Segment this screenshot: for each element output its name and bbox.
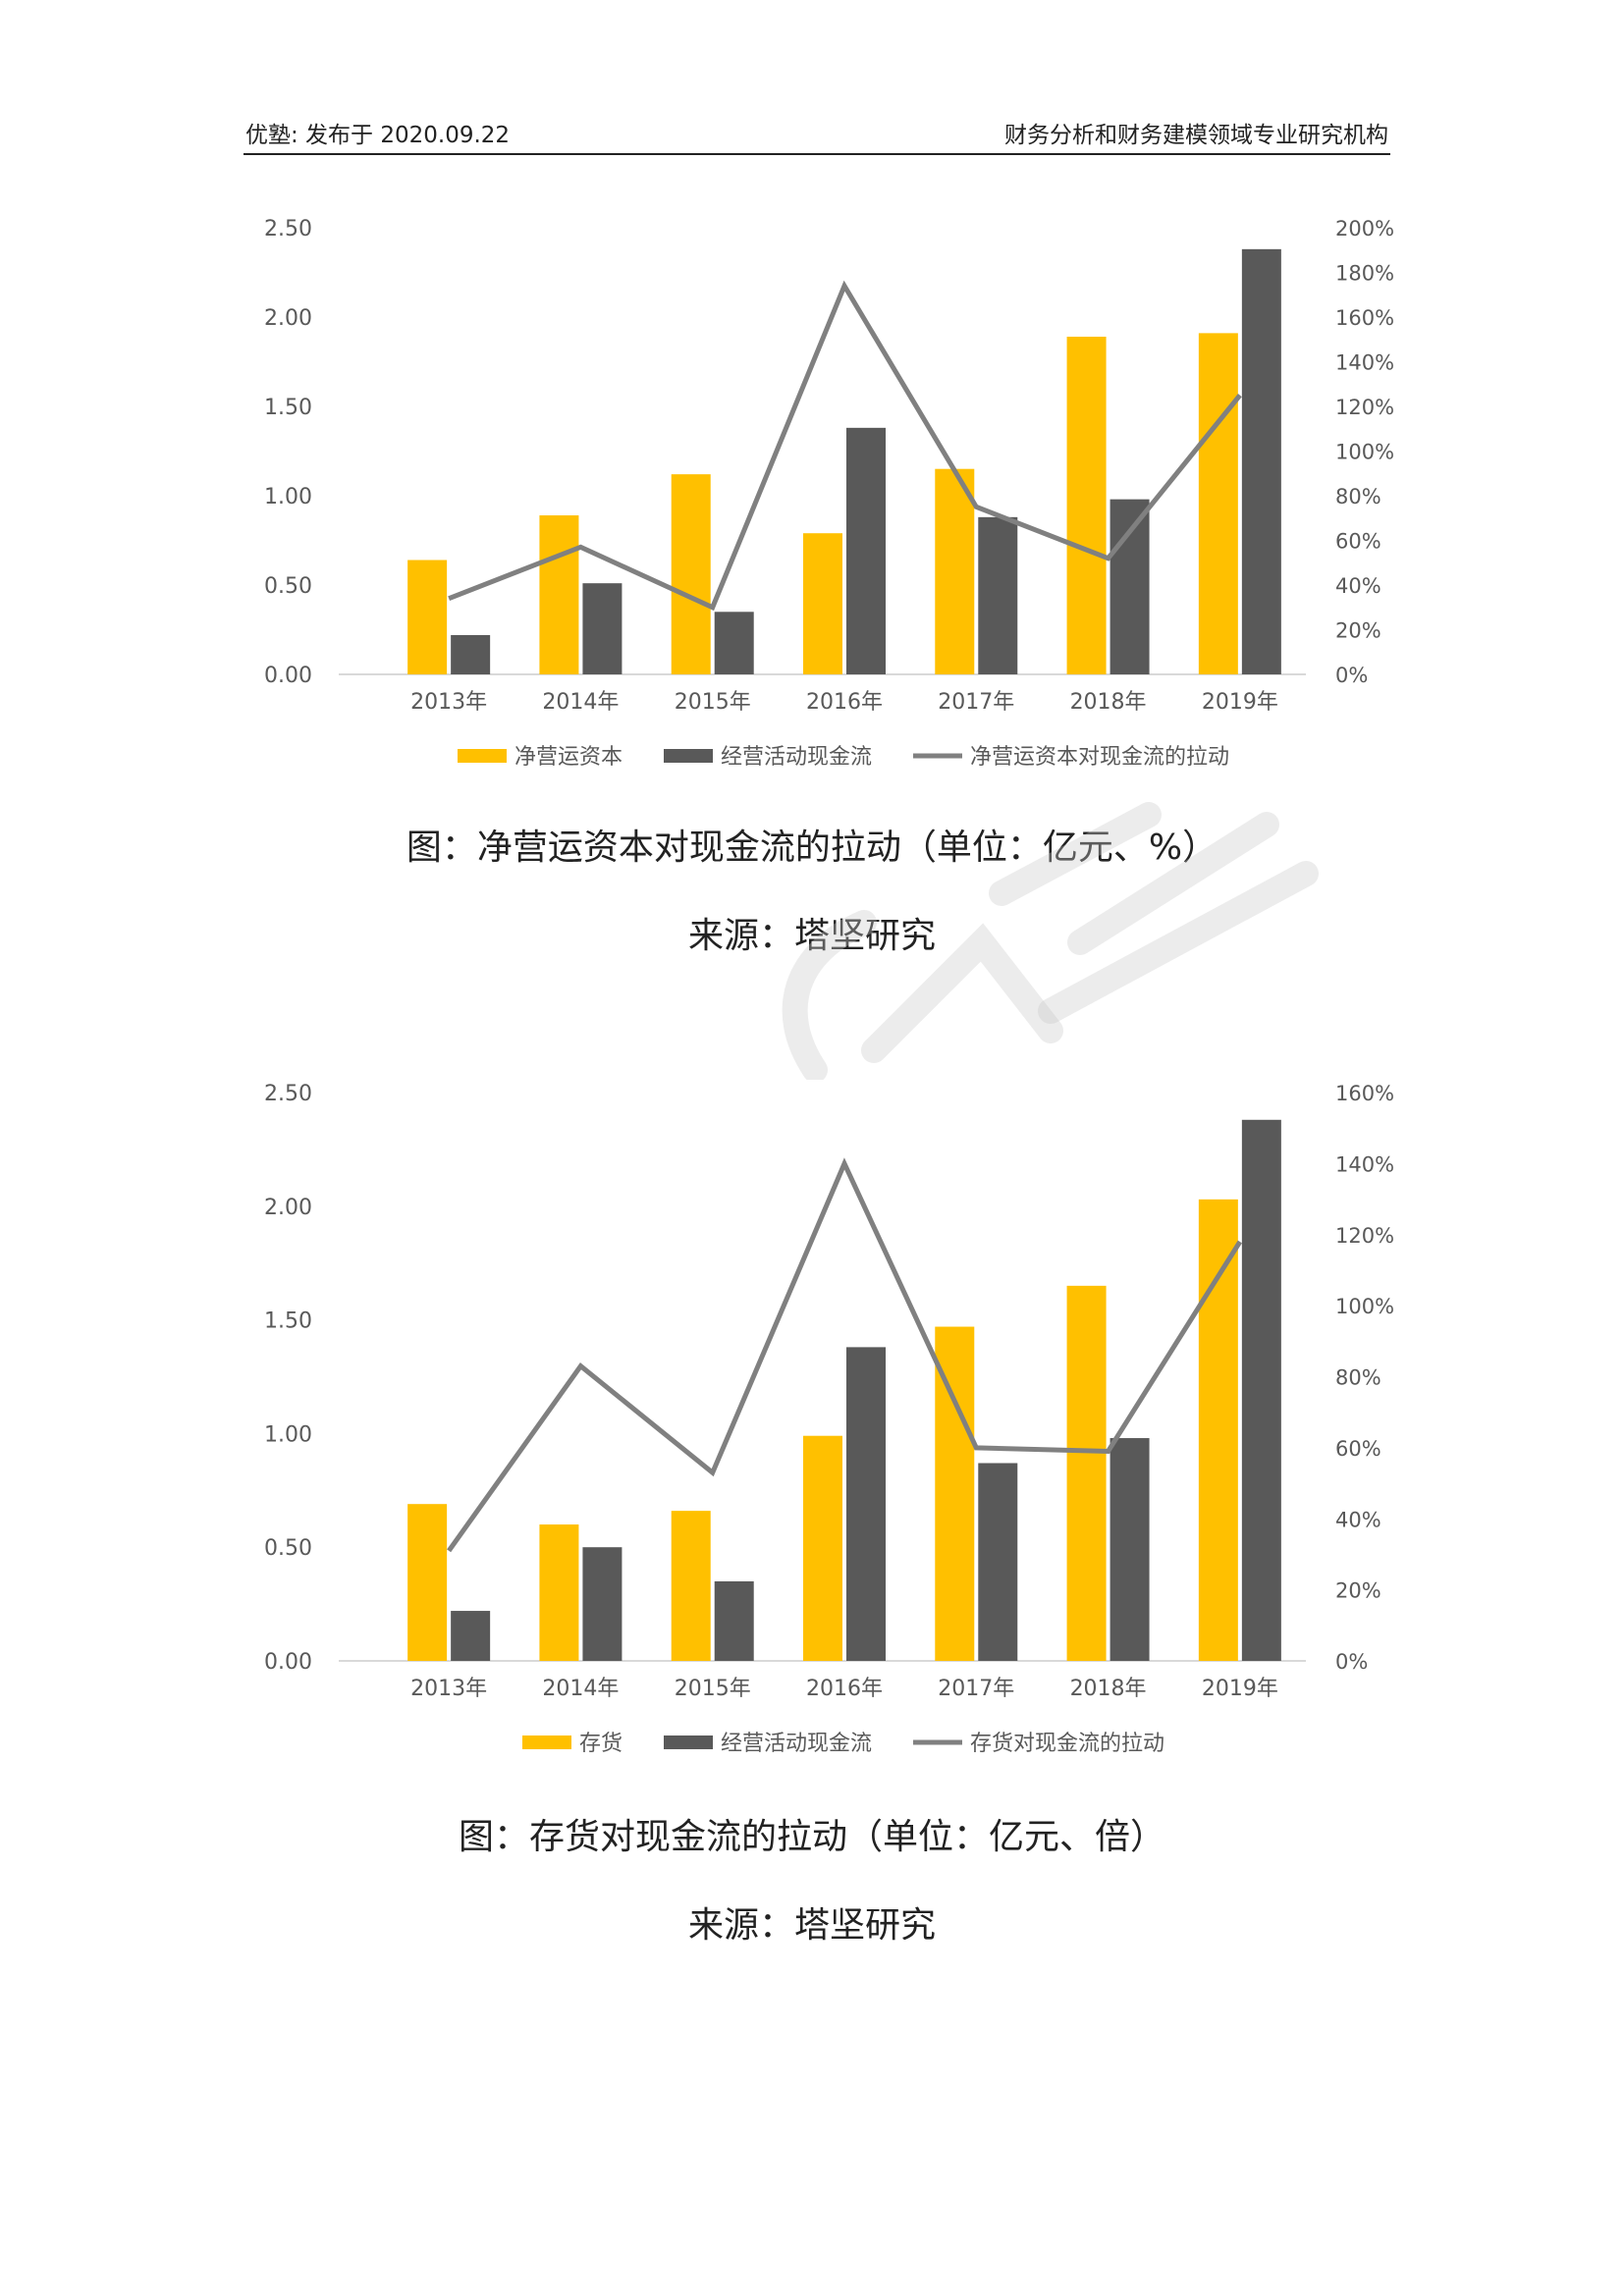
bar-cashflow <box>1241 248 1281 674</box>
x-tick-label: 2016年 <box>806 1677 883 1701</box>
legend-label: 净营运资本 <box>514 745 623 770</box>
bar-primary <box>539 515 579 674</box>
legend-label: 存货对现金流的拉动 <box>970 1732 1164 1756</box>
y-tick-label-right: 80% <box>1335 1366 1381 1390</box>
bar-primary <box>1198 333 1238 674</box>
chart-working-capital: 0.00 0.50 1.00 1.50 2.00 2.50 0% 20% 40% 60% 80% 10… <box>265 196 1424 805</box>
bar-primary <box>407 560 448 674</box>
y-tick-label-right: 140% <box>1335 1152 1394 1176</box>
bar-cashflow <box>451 1611 491 1661</box>
y-tick-label-right: 160% <box>1335 306 1394 330</box>
y-tick-label-left: 1.50 <box>265 396 312 420</box>
y-tick-label-right: 100% <box>1335 1295 1394 1318</box>
bar-primary <box>671 474 711 674</box>
y-tick-label-left: 0.50 <box>265 1536 312 1561</box>
y-tick-label-left: 2.50 <box>265 217 312 241</box>
y-tick-label-left: 2.00 <box>265 1196 312 1220</box>
legend-label: 经营活动现金流 <box>721 1732 872 1756</box>
legend-label: 经营活动现金流 <box>721 745 872 770</box>
x-tick-label: 2015年 <box>675 1677 751 1701</box>
bar-primary <box>539 1524 579 1661</box>
bar-primary <box>935 468 975 674</box>
x-tick-label: 2019年 <box>1202 1677 1278 1701</box>
x-tick-label: 2017年 <box>938 690 1014 715</box>
y-tick-label-left: 1.50 <box>265 1309 312 1334</box>
legend-swatch-bar <box>664 749 713 763</box>
x-tick-label: 2014年 <box>542 690 619 715</box>
x-tick-label: 2018年 <box>1070 1677 1147 1701</box>
chart-working-capital-svg: 0.00 0.50 1.00 1.50 2.00 2.50 0% 20% 40% 60% 80% 10… <box>265 217 1394 770</box>
line-series-pull-effect <box>447 1157 1242 1553</box>
y-tick-label-right: 40% <box>1335 1508 1381 1531</box>
chart-inventory: 0.00 0.50 1.00 1.50 2.00 2.50 0% 20% 40% 60% 80% 10… <box>265 1075 1424 1782</box>
y-tick-label-left: 0.00 <box>265 664 312 688</box>
y-tick-label-left: 0.50 <box>265 574 312 599</box>
y-tick-label-right: 100% <box>1335 441 1394 464</box>
y-tick-label-right: 60% <box>1335 530 1381 554</box>
line-series-pull-effect <box>448 280 1242 612</box>
y-tick-label-left: 0.00 <box>265 1650 312 1675</box>
x-tick-label: 2013年 <box>410 1677 487 1701</box>
legend-swatch-bar <box>522 1735 571 1749</box>
bar-primary <box>1198 1199 1238 1661</box>
y-tick-label-left: 2.00 <box>265 306 312 331</box>
page-header: 优塾: 发布于 2020.09.22 财务分析和财务建模领域专业研究机构 <box>244 114 1390 155</box>
header-publish-info: 优塾: 发布于 2020.09.22 <box>245 123 511 148</box>
bar-cashflow <box>582 1547 623 1661</box>
y-tick-label-left: 1.00 <box>265 485 312 509</box>
bar-cashflow <box>714 1580 754 1661</box>
bar-primary <box>803 1435 842 1661</box>
y-tick-label-right: 180% <box>1335 262 1394 286</box>
bar-primary <box>1066 337 1107 674</box>
y-tick-label-left: 2.50 <box>265 1082 312 1106</box>
y-tick-label-right: 0% <box>1335 1650 1368 1674</box>
y-tick-label-right: 80% <box>1335 485 1381 508</box>
legend-swatch-bar <box>664 1735 713 1749</box>
bar-primary <box>803 533 842 674</box>
bar-cashflow <box>1241 1119 1281 1661</box>
y-tick-label-right: 60% <box>1335 1437 1381 1461</box>
y-tick-label-left: 1.00 <box>265 1422 312 1447</box>
x-tick-label: 2014年 <box>542 1677 619 1701</box>
x-tick-label: 2017年 <box>938 1677 1014 1701</box>
bar-cashflow <box>1110 499 1150 674</box>
bar-cashflow <box>978 516 1018 674</box>
y-tick-label-right: 200% <box>1335 217 1394 240</box>
y-tick-label-right: 160% <box>1335 1082 1394 1105</box>
header-org-tagline: 财务分析和财务建模领域专业研究机构 <box>1004 123 1388 148</box>
legend-label: 净营运资本对现金流的拉动 <box>970 745 1229 770</box>
chart-inventory-svg: 0.00 0.50 1.00 1.50 2.00 2.50 0% 20% 40% 60% 80% 10… <box>265 1082 1394 1756</box>
bar-primary <box>1066 1285 1107 1661</box>
x-tick-label: 2016年 <box>806 690 883 715</box>
x-tick-label: 2015年 <box>675 690 751 715</box>
chart2-title: 图：存货对现金流的拉动（单位：亿元、倍） <box>458 1817 1165 1857</box>
y-tick-label-right: 120% <box>1335 396 1394 419</box>
chart1-title: 图：净营运资本对现金流的拉动（单位：亿元、%） <box>406 828 1218 868</box>
legend-label: 存货 <box>579 1732 623 1756</box>
x-tick-label: 2013年 <box>410 690 487 715</box>
bar-cashflow <box>1110 1438 1150 1661</box>
bar-cashflow <box>846 1347 886 1661</box>
chart1-source: 来源：塔坚研究 <box>687 916 936 956</box>
x-tick-label: 2018年 <box>1070 690 1147 715</box>
y-tick-label-right: 140% <box>1335 351 1394 375</box>
legend-swatch-bar <box>458 749 507 763</box>
bar-primary <box>407 1504 448 1661</box>
bar-cashflow <box>582 583 623 674</box>
y-tick-label-right: 40% <box>1335 574 1381 598</box>
bar-primary <box>671 1511 711 1661</box>
y-tick-label-right: 20% <box>1335 619 1381 643</box>
bar-cashflow <box>714 612 754 674</box>
y-tick-label-right: 0% <box>1335 664 1368 687</box>
bar-cashflow <box>846 427 886 674</box>
chart2-source: 来源：塔坚研究 <box>687 1905 936 1946</box>
y-tick-label-right: 20% <box>1335 1579 1381 1603</box>
bar-primary <box>935 1326 975 1661</box>
bar-cashflow <box>451 634 491 674</box>
bar-cashflow <box>978 1463 1018 1661</box>
y-tick-label-right: 120% <box>1335 1224 1394 1248</box>
x-tick-label: 2019年 <box>1202 690 1278 715</box>
